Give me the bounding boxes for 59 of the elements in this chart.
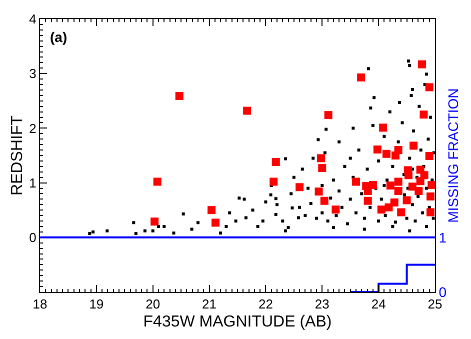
point	[150, 218, 159, 226]
x-tick-label: 23	[314, 296, 330, 312]
point	[175, 92, 184, 100]
point	[418, 60, 426, 68]
point	[379, 124, 388, 132]
point	[384, 203, 393, 212]
point	[426, 208, 434, 216]
y-tick-label: 4	[29, 12, 36, 27]
y2-tick-label: 1	[438, 229, 447, 246]
point	[397, 208, 406, 216]
point	[394, 146, 402, 154]
point	[357, 73, 366, 82]
point	[426, 192, 434, 200]
annotation: (a)	[50, 29, 68, 45]
point	[394, 186, 402, 195]
point	[425, 152, 434, 160]
point	[153, 178, 162, 186]
point	[243, 106, 252, 115]
point	[394, 178, 402, 186]
point	[211, 218, 220, 227]
x-tick-label: 19	[89, 296, 104, 312]
point	[368, 180, 377, 189]
point	[404, 171, 412, 180]
point	[428, 180, 435, 189]
point	[382, 150, 390, 158]
y2-axis-title: MISSING FRACTION	[445, 88, 462, 223]
point	[272, 158, 280, 166]
point	[425, 83, 434, 92]
x-tick-label: 21	[202, 296, 217, 312]
point	[314, 188, 323, 196]
point	[416, 177, 424, 186]
y-tick-label: 0	[29, 230, 36, 245]
y-tick-label: 1	[29, 175, 36, 190]
point	[320, 196, 328, 205]
y-tick-label: 2	[29, 120, 36, 136]
point	[386, 182, 394, 190]
x-tick-label: 20	[146, 296, 160, 312]
point	[318, 164, 326, 172]
point	[324, 111, 332, 120]
x-tick-label: 22	[258, 296, 273, 312]
point	[420, 110, 428, 119]
y-axis-title: REDSHIFT	[9, 115, 26, 196]
point	[317, 154, 326, 162]
point	[414, 186, 423, 195]
point	[364, 196, 372, 205]
point	[377, 206, 386, 214]
x-tick-label: 24	[371, 296, 386, 312]
point	[410, 142, 418, 150]
point	[208, 206, 216, 214]
point	[402, 196, 411, 204]
x-axis-title: F435W MAGNITUDE (AB)	[143, 313, 332, 330]
point	[352, 178, 360, 186]
point	[332, 206, 340, 214]
point	[390, 198, 398, 206]
y-tick-label: 3	[29, 66, 36, 82]
point	[373, 145, 382, 154]
x-tick-label: 18	[32, 296, 48, 312]
point	[270, 178, 278, 186]
point	[296, 183, 304, 192]
